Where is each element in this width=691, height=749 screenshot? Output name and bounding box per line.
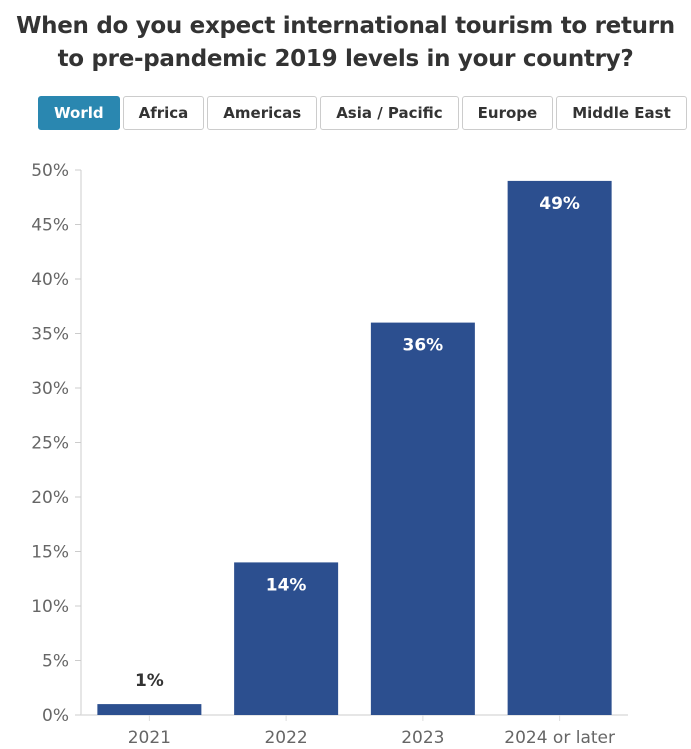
tab-europe[interactable]: Europe xyxy=(461,96,554,130)
data-label: 36% xyxy=(403,336,444,356)
tab-africa[interactable]: Africa xyxy=(122,96,205,130)
region-tabs: World Africa Americas Asia / Pacific Eur… xyxy=(38,96,687,130)
y-tick-label: 50% xyxy=(31,161,69,181)
title-line-2: to pre-pandemic 2019 levels in your coun… xyxy=(57,46,634,72)
bar-2024-or-later xyxy=(507,180,612,715)
tab-world[interactable]: World xyxy=(38,96,120,130)
y-tick-label: 0% xyxy=(42,706,69,726)
tab-americas[interactable]: Americas xyxy=(207,96,318,130)
x-tick-label: 2021 xyxy=(128,728,171,748)
tab-middle-east[interactable]: Middle East xyxy=(556,96,687,130)
y-tick-label: 5% xyxy=(42,652,69,672)
y-tick-label: 25% xyxy=(31,434,69,454)
data-label: 1% xyxy=(135,671,164,691)
tab-asia-pacific[interactable]: Asia / Pacific xyxy=(320,96,459,130)
x-tick-label: 2023 xyxy=(401,728,444,748)
y-tick-label: 40% xyxy=(31,270,69,290)
y-tick-label: 35% xyxy=(31,325,69,345)
x-tick-label: 2024 or later xyxy=(504,728,615,748)
chart-title: When do you expect international tourism… xyxy=(0,10,691,76)
bar-2021 xyxy=(97,704,202,715)
data-label: 14% xyxy=(266,575,307,595)
bar-2023 xyxy=(370,322,475,715)
data-label: 49% xyxy=(539,194,580,214)
y-tick-label: 45% xyxy=(31,216,69,236)
y-tick-label: 10% xyxy=(31,597,69,617)
y-tick-label: 15% xyxy=(31,543,69,563)
bar-2022 xyxy=(234,562,339,715)
x-tick-label: 2022 xyxy=(264,728,307,748)
y-tick-label: 30% xyxy=(31,379,69,399)
y-tick-label: 20% xyxy=(31,488,69,508)
title-line-1: When do you expect international tourism… xyxy=(16,13,675,39)
